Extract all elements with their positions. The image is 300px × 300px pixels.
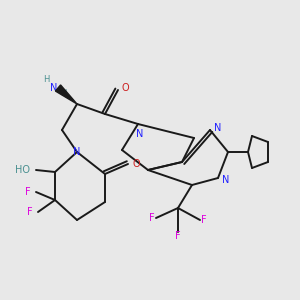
Text: H: H bbox=[43, 76, 49, 85]
Text: F: F bbox=[201, 215, 207, 225]
Text: O: O bbox=[132, 159, 140, 169]
Text: F: F bbox=[175, 231, 181, 241]
Text: N: N bbox=[73, 147, 81, 157]
Text: N: N bbox=[50, 83, 58, 93]
Text: N: N bbox=[222, 175, 230, 185]
Polygon shape bbox=[56, 85, 77, 104]
Text: F: F bbox=[27, 207, 33, 217]
Text: F: F bbox=[149, 213, 155, 223]
Text: H: H bbox=[60, 89, 66, 98]
Text: N: N bbox=[214, 123, 222, 133]
Text: O: O bbox=[121, 83, 129, 93]
Text: N: N bbox=[136, 129, 144, 139]
Text: F: F bbox=[25, 187, 31, 197]
Text: HO: HO bbox=[14, 165, 29, 175]
